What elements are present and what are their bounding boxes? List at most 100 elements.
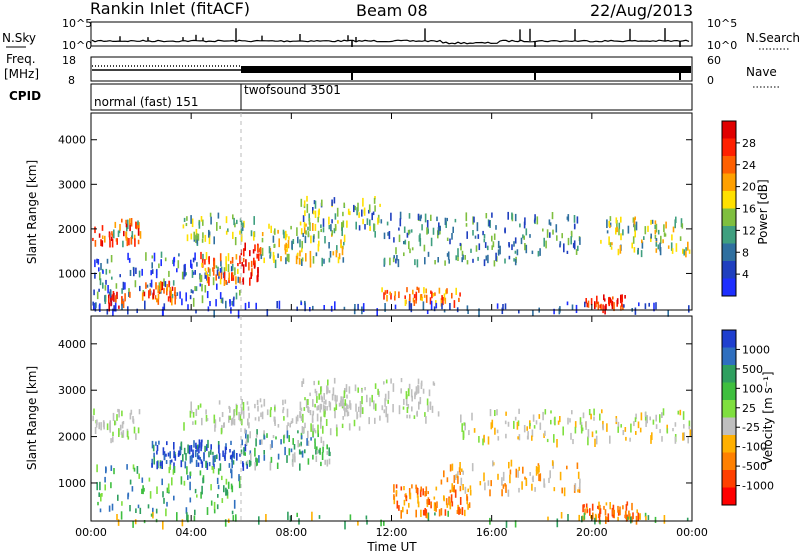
velocity-cell xyxy=(384,393,387,402)
velocity-cell xyxy=(514,416,517,421)
power-cell xyxy=(299,221,302,226)
velocity-colorbar-tick-label: 25 xyxy=(742,402,756,415)
power-cell xyxy=(619,245,622,254)
velocity-cell xyxy=(311,511,313,521)
power-cell xyxy=(141,292,144,301)
velocity-cell xyxy=(492,460,494,467)
power-cell xyxy=(415,298,417,304)
velocity-cell xyxy=(94,427,97,435)
power-cell xyxy=(195,309,197,314)
power-cell xyxy=(363,207,366,216)
power-cell xyxy=(446,288,448,294)
power-cell xyxy=(603,298,606,302)
power-cell xyxy=(208,235,211,245)
power-cell xyxy=(236,219,238,225)
velocity-cell xyxy=(150,513,153,517)
velocity-cell xyxy=(419,489,422,498)
power-cell xyxy=(318,240,320,247)
velocity-cell xyxy=(183,447,186,455)
velocity-cell xyxy=(410,389,413,398)
power-cell xyxy=(595,302,597,308)
freq-drops xyxy=(351,73,681,80)
power-cell xyxy=(94,226,96,234)
velocity-cell xyxy=(593,408,595,416)
velocity-cell xyxy=(302,427,305,434)
power-cell xyxy=(139,231,142,239)
power-cell xyxy=(187,304,189,311)
velocity-cell xyxy=(453,475,456,483)
power-cell xyxy=(169,289,171,299)
power-cell xyxy=(249,277,251,286)
velocity-cell xyxy=(328,401,331,408)
velocity-cell xyxy=(424,412,426,417)
velocity-cell xyxy=(348,423,351,431)
power-cell xyxy=(335,250,338,258)
power-cell xyxy=(502,304,504,311)
velocity-cell xyxy=(114,420,116,426)
power-cell xyxy=(128,292,130,297)
power-cell xyxy=(433,306,436,312)
power-cell xyxy=(261,237,264,243)
velocity-cell xyxy=(326,406,328,411)
power-cell xyxy=(546,229,549,238)
power-cell xyxy=(256,253,258,259)
power-cell xyxy=(336,207,339,217)
power-cell xyxy=(257,268,259,277)
velocity-cell xyxy=(163,497,165,504)
velocity-cell xyxy=(203,453,205,462)
velocity-cell xyxy=(141,477,144,483)
velocity-cell xyxy=(221,412,224,418)
power-cell xyxy=(138,270,141,278)
velocity-cell xyxy=(374,417,376,424)
power-cell xyxy=(545,240,547,249)
cpid-panel: CPID normal (fast) 151 twofsound 3501 xyxy=(9,83,693,111)
power-cell xyxy=(632,217,635,223)
nsky-spikes xyxy=(119,28,681,47)
velocity-cell xyxy=(290,420,293,424)
velocity-frame xyxy=(90,315,693,522)
power-cell xyxy=(632,236,635,244)
power-cell xyxy=(215,265,218,269)
power-cell xyxy=(98,288,100,292)
power-cell xyxy=(444,217,447,226)
velocity-cell xyxy=(386,413,389,423)
power-cell xyxy=(110,297,112,307)
velocity-cell xyxy=(630,423,632,433)
power-cell xyxy=(225,300,227,309)
power-cell xyxy=(179,291,181,299)
velocity-cell xyxy=(501,489,503,497)
velocity-cell xyxy=(315,455,318,463)
velocity-cell xyxy=(609,435,611,444)
power-cell xyxy=(683,249,685,256)
velocity-cell xyxy=(256,458,258,466)
power-cell xyxy=(135,267,137,274)
power-cell xyxy=(446,217,448,222)
velocity-colorbar-tick-label: -500 xyxy=(742,460,767,473)
velocity-cell xyxy=(598,501,600,510)
velocity-cell xyxy=(674,422,677,427)
power-cell xyxy=(419,238,422,247)
power-colorbar-tick-label: 4 xyxy=(742,268,749,281)
velocity-cell xyxy=(339,400,342,407)
power-cell xyxy=(213,236,215,245)
nsearch-tick-bottom: 10^0 xyxy=(707,39,737,52)
power-cell xyxy=(220,272,223,280)
velocity-cell xyxy=(110,482,112,489)
velocity-cell xyxy=(606,516,608,521)
velocity-cell xyxy=(97,501,99,506)
velocity-cell xyxy=(622,430,625,436)
power-cell xyxy=(444,297,447,304)
velocity-cell xyxy=(218,453,221,461)
velocity-cell xyxy=(275,436,277,440)
beam-title: Beam 08 xyxy=(356,1,428,20)
velocity-cell xyxy=(93,408,95,416)
velocity-cell xyxy=(458,506,460,515)
velocity-cell xyxy=(320,436,323,444)
velocity-cell xyxy=(581,516,583,523)
power-cell xyxy=(231,263,234,271)
velocity-cell xyxy=(507,489,510,497)
velocity-cell xyxy=(225,478,228,485)
velocity-cell xyxy=(259,398,262,403)
power-cell xyxy=(256,245,259,251)
power-cell xyxy=(399,218,402,227)
